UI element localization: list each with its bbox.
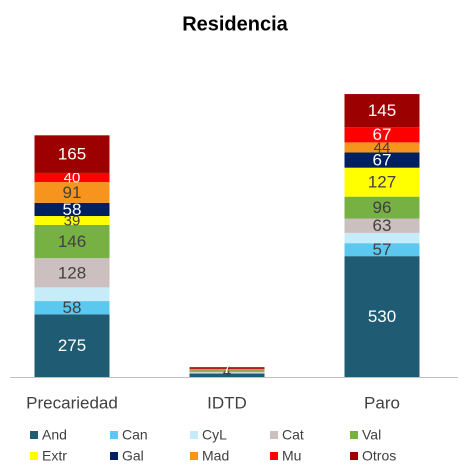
bar-segment bbox=[344, 152, 420, 168]
data-label: 39 bbox=[64, 212, 81, 229]
data-label: 127 bbox=[368, 173, 396, 192]
bar-segment bbox=[34, 172, 110, 183]
data-label: 145 bbox=[368, 101, 396, 120]
bar-segment bbox=[34, 216, 110, 225]
bar-segment bbox=[344, 256, 420, 377]
bar-segment bbox=[344, 142, 420, 153]
bar-segment bbox=[34, 258, 110, 288]
x-tick-label: Precariedad bbox=[26, 393, 118, 412]
data-label: 44 bbox=[374, 139, 391, 156]
bar-segment bbox=[344, 218, 420, 233]
legend-label: Can bbox=[122, 427, 148, 443]
bar-segment bbox=[344, 196, 420, 219]
legend-label: And bbox=[42, 427, 67, 443]
data-label: 58 bbox=[63, 298, 82, 317]
x-tick-label: Paro bbox=[364, 393, 400, 412]
bar-segment bbox=[34, 314, 110, 377]
bar-segment bbox=[344, 167, 420, 197]
data-label: 91 bbox=[63, 183, 82, 202]
bar-segment bbox=[34, 224, 110, 259]
data-label: 146 bbox=[58, 232, 86, 251]
legend-label: Mu bbox=[282, 448, 301, 464]
bar-segment bbox=[344, 127, 420, 143]
data-label: 4 bbox=[223, 363, 231, 380]
data-label: 40 bbox=[64, 169, 81, 186]
bar-segment bbox=[189, 370, 265, 372]
data-label: 275 bbox=[58, 336, 86, 355]
legend-label: Extr bbox=[42, 448, 67, 464]
bar-segment bbox=[34, 202, 110, 217]
data-label: 57 bbox=[373, 240, 392, 259]
bar-segment bbox=[34, 182, 110, 203]
data-label: 96 bbox=[373, 198, 392, 217]
bar-segment bbox=[344, 94, 420, 128]
chart-title: Residencia bbox=[182, 13, 288, 35]
data-label: 58 bbox=[63, 200, 82, 219]
bar-segment bbox=[189, 371, 265, 372]
legend-label: Otros bbox=[362, 448, 396, 464]
bar-segment bbox=[344, 243, 420, 257]
legend-label: Mad bbox=[202, 448, 229, 464]
legend-swatch bbox=[350, 452, 358, 460]
data-label: 67 bbox=[373, 125, 392, 144]
bar-segment bbox=[34, 135, 110, 173]
bar-segment bbox=[189, 371, 265, 373]
legend-swatch bbox=[30, 452, 38, 460]
bar-segment bbox=[189, 367, 265, 369]
x-tick-label: IDTD bbox=[207, 393, 247, 412]
legend-swatch bbox=[110, 431, 118, 439]
data-label: 165 bbox=[58, 145, 86, 164]
bar-segment bbox=[344, 232, 420, 244]
legend-swatch bbox=[30, 431, 38, 439]
bar-segment bbox=[34, 287, 110, 302]
data-label: 67 bbox=[373, 151, 392, 170]
data-label: 63 bbox=[373, 216, 392, 235]
data-label: 128 bbox=[58, 263, 86, 282]
legend-swatch bbox=[110, 452, 118, 460]
legend-swatch bbox=[190, 452, 198, 460]
legend-label: Cat bbox=[282, 427, 304, 443]
legend-swatch bbox=[350, 431, 358, 439]
legend-swatch bbox=[270, 452, 278, 460]
legend-swatch bbox=[270, 431, 278, 439]
bar-segment bbox=[189, 369, 265, 370]
legend-label: CyL bbox=[202, 427, 227, 443]
legend-label: Val bbox=[362, 427, 381, 443]
bar-segment bbox=[189, 373, 265, 377]
data-label: 530 bbox=[368, 307, 396, 326]
bar-segment bbox=[34, 301, 110, 315]
legend-label: Gal bbox=[122, 448, 144, 464]
data-label: 7 bbox=[223, 360, 231, 377]
legend-swatch bbox=[190, 431, 198, 439]
